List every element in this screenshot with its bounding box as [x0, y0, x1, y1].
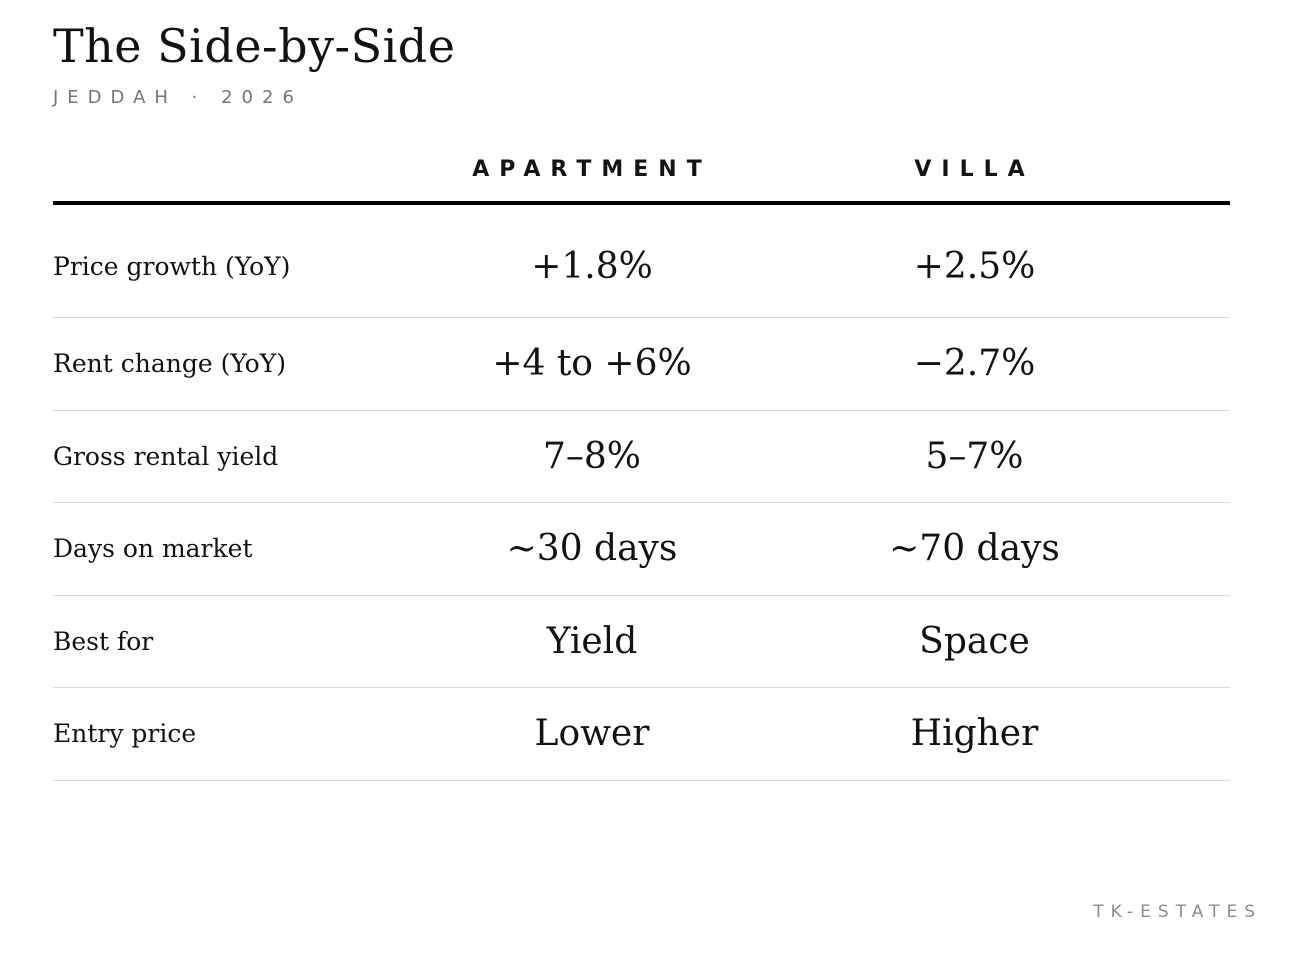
- cell-apartment: Yield: [546, 620, 638, 662]
- cell-villa: +2.5%: [913, 245, 1036, 287]
- cell-villa: Higher: [910, 713, 1039, 755]
- cell-apartment: +1.8%: [531, 245, 653, 287]
- cell-apartment: +4 to +6%: [492, 343, 692, 385]
- table-header-row: APARTMENT VILLA: [53, 138, 1230, 205]
- table-row-best-for: Best for Yield Space: [53, 596, 1230, 688]
- cell-villa: −2.7%: [913, 343, 1036, 385]
- table-row-days-on-market: Days on market ~30 days ~70 days: [53, 503, 1230, 596]
- column-header-villa: VILLA: [914, 157, 1035, 182]
- row-label: Days on market: [53, 534, 253, 564]
- page-title: The Side-by-Side: [53, 19, 456, 73]
- column-header-apartment: APARTMENT: [472, 157, 712, 182]
- table-row-rent-change: Rent change (YoY) +4 to +6% −2.7%: [53, 318, 1230, 411]
- page-header: The Side-by-Side JEDDAH · 2026: [53, 0, 1230, 107]
- row-label: Entry price: [53, 719, 197, 749]
- cell-villa: Space: [919, 620, 1030, 662]
- cell-villa: 5–7%: [925, 435, 1024, 477]
- page-subtitle: JEDDAH · 2026: [53, 86, 303, 108]
- table-row-gross-rental-yield: Gross rental yield 7–8% 5–7%: [53, 411, 1230, 503]
- row-label: Rent change (YoY): [53, 349, 286, 379]
- table-row-entry-price: Entry price Lower Higher: [53, 688, 1230, 781]
- table-row-price-growth: Price growth (YoY) +1.8% +2.5%: [53, 205, 1230, 318]
- row-label: Gross rental yield: [53, 441, 279, 471]
- row-label: Best for: [53, 626, 154, 656]
- cell-apartment: Lower: [534, 713, 650, 755]
- cell-apartment: 7–8%: [542, 435, 641, 477]
- row-label: Price growth (YoY): [53, 251, 291, 281]
- brand-watermark: TK-ESTATES: [1093, 902, 1262, 922]
- cell-villa: ~70 days: [889, 528, 1060, 570]
- comparison-table: APARTMENT VILLA Price growth (YoY) +1.8%…: [53, 138, 1230, 781]
- cell-apartment: ~30 days: [506, 528, 678, 570]
